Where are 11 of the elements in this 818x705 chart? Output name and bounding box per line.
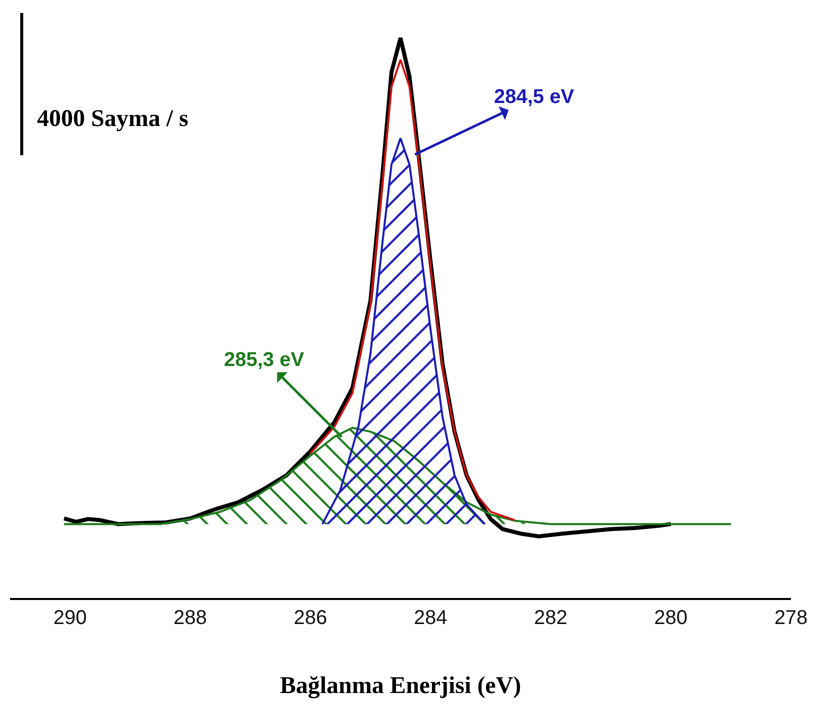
x-tick-label: 288	[174, 607, 207, 629]
x-tick-label: 286	[294, 607, 328, 629]
annotation: 285,3 eV	[224, 349, 305, 371]
annotation: 284,5 eV	[494, 86, 575, 108]
x-tick-label: 282	[534, 607, 568, 629]
x-tick-label: 280	[654, 607, 688, 629]
x-tick-label: 290	[53, 607, 87, 629]
annotation: 4000 Sayma / s	[37, 106, 188, 132]
x-tick-label: 278	[774, 607, 808, 629]
x-axis-title: Bağlanma Enerjisi (eV)	[280, 672, 522, 699]
x-tick-label: 284	[414, 607, 448, 629]
